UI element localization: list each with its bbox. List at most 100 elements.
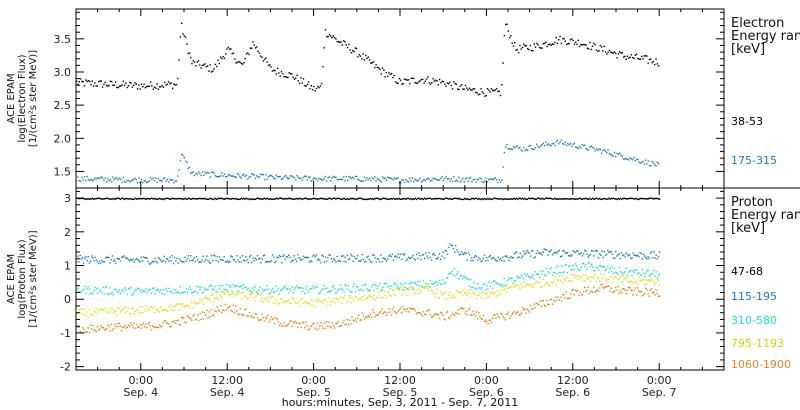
data-point xyxy=(135,198,138,200)
data-point xyxy=(162,308,164,311)
data-point xyxy=(221,172,223,174)
y-tick-label: 1 xyxy=(64,260,71,273)
data-point xyxy=(149,288,152,291)
data-point xyxy=(600,198,602,201)
data-point xyxy=(129,181,131,183)
data-point xyxy=(258,319,260,321)
data-point xyxy=(246,259,248,261)
data-point xyxy=(435,292,437,295)
data-point xyxy=(615,286,617,289)
data-point xyxy=(104,177,106,179)
data-point xyxy=(217,284,220,287)
data-point xyxy=(398,77,401,80)
data-point xyxy=(133,322,135,324)
data-point xyxy=(190,318,192,320)
data-point xyxy=(638,276,640,279)
data-point xyxy=(430,316,433,318)
data-point xyxy=(216,198,218,201)
data-point xyxy=(580,44,582,46)
data-point xyxy=(637,198,639,201)
data-point xyxy=(364,261,366,263)
data-point xyxy=(406,258,408,261)
data-point xyxy=(107,197,109,200)
data-point xyxy=(413,282,415,284)
data-point xyxy=(451,198,453,200)
data-point xyxy=(498,316,501,319)
data-point xyxy=(230,175,232,177)
data-point xyxy=(449,81,451,83)
data-point xyxy=(327,325,329,327)
data-point xyxy=(393,74,395,77)
data-point xyxy=(315,178,318,180)
data-point xyxy=(577,268,579,270)
data-point xyxy=(286,256,289,258)
data-point xyxy=(152,88,154,90)
data-point xyxy=(350,253,352,256)
data-point xyxy=(452,294,455,296)
data-point xyxy=(85,198,87,200)
data-point xyxy=(226,198,229,200)
data-point xyxy=(528,284,531,287)
data-point xyxy=(440,291,442,293)
data-point xyxy=(125,82,127,84)
data-point xyxy=(418,179,420,181)
data-point xyxy=(237,313,239,315)
data-point xyxy=(260,318,262,321)
data-point xyxy=(420,258,422,261)
data-point xyxy=(473,88,476,90)
data-point xyxy=(181,22,183,24)
data-point xyxy=(296,260,298,263)
data-point xyxy=(497,256,499,259)
data-point xyxy=(460,251,463,253)
data-point xyxy=(111,80,113,83)
data-point xyxy=(120,85,122,87)
data-point xyxy=(258,289,260,291)
data-point xyxy=(203,311,206,314)
data-point xyxy=(562,37,564,40)
data-point xyxy=(416,82,419,84)
data-point xyxy=(641,268,643,271)
data-point xyxy=(499,94,502,97)
data-point xyxy=(156,83,158,85)
data-point xyxy=(320,178,323,181)
data-point xyxy=(362,258,365,261)
y-tick-label: 3.0 xyxy=(54,66,72,79)
data-point xyxy=(563,271,565,273)
data-point xyxy=(155,260,157,262)
data-point xyxy=(592,291,594,293)
data-point xyxy=(482,291,485,293)
data-point xyxy=(603,45,605,48)
data-point xyxy=(576,43,578,46)
data-point xyxy=(478,197,480,200)
data-point xyxy=(440,177,442,180)
data-point xyxy=(81,290,84,292)
data-point xyxy=(562,271,564,274)
x-axis-label: hours:minutes, Sep. 3, 2011 - Sep. 7, 20… xyxy=(282,396,519,409)
data-point xyxy=(406,197,408,199)
data-point xyxy=(410,77,412,80)
data-point xyxy=(371,62,373,64)
data-point xyxy=(133,291,135,293)
data-point xyxy=(513,197,516,200)
data-point xyxy=(480,260,482,263)
data-point xyxy=(221,57,223,60)
data-point xyxy=(86,288,88,290)
data-point xyxy=(361,253,364,256)
data-point xyxy=(420,78,423,81)
data-point xyxy=(621,52,623,54)
data-point xyxy=(449,243,451,245)
data-point xyxy=(620,52,622,54)
data-point xyxy=(528,311,531,313)
data-point xyxy=(320,301,322,303)
data-point xyxy=(361,198,364,200)
data-point xyxy=(639,162,642,164)
data-point xyxy=(591,45,594,47)
data-point xyxy=(524,273,526,275)
data-point xyxy=(291,286,293,288)
data-point xyxy=(437,313,440,316)
data-point xyxy=(599,197,601,200)
data-point xyxy=(531,197,533,199)
data-point xyxy=(364,284,366,286)
data-point xyxy=(602,276,604,279)
data-point xyxy=(403,283,405,285)
